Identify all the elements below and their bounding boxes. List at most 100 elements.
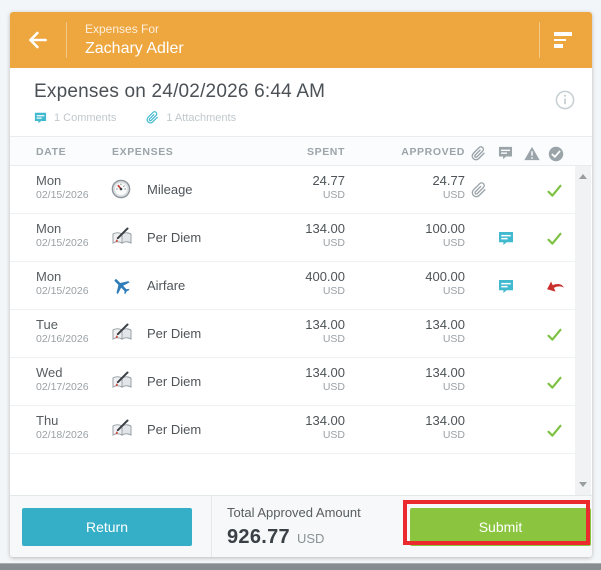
total-approved-amount: 926.77: [227, 525, 290, 548]
spent-amount: 400.00: [305, 269, 345, 284]
row-date-label: 02/15/2026: [36, 237, 89, 250]
row-date: Wed 02/17/2026: [36, 365, 89, 394]
attachments-badge[interactable]: 1 Attachments: [146, 111, 236, 124]
approved-amount: 134.00: [425, 413, 465, 428]
spent-amount: 134.00: [305, 317, 345, 332]
column-header-expenses: EXPENSES: [112, 146, 174, 158]
row-day-label: Tue: [36, 317, 58, 332]
info-icon: [555, 90, 575, 110]
table-body: Mon 02/15/2026 Mileage 24.77 USD 24.77 USD Mon 0…: [10, 166, 592, 495]
row-date-label: 02/17/2026: [36, 381, 89, 394]
column-header-date: DATE: [36, 146, 67, 158]
status-column-icon: [548, 146, 564, 162]
table-row[interactable]: Thu 02/18/2026 Per Diem 134.00 USD 134.00 USD: [10, 406, 575, 454]
spent-cell: 400.00 USD: [305, 269, 345, 298]
row-date-label: 02/16/2026: [36, 333, 89, 346]
spent-amount: 24.77: [312, 173, 345, 188]
comment-slot: [496, 180, 516, 200]
spent-currency: USD: [322, 381, 345, 394]
expense-perdiem-icon: [111, 419, 133, 441]
comment-slot: [496, 324, 516, 344]
row-date: Mon 02/15/2026: [36, 173, 89, 202]
row-date-label: 02/18/2026: [36, 429, 89, 442]
row-date: Mon 02/15/2026: [36, 269, 89, 298]
back-button[interactable]: [10, 12, 66, 68]
page-title: Expenses on 24/02/2026 6:44 AM: [34, 81, 326, 102]
comment-column-icon: [498, 146, 514, 162]
approved-currency: USD: [442, 429, 465, 442]
spent-amount: 134.00: [305, 365, 345, 380]
attachment-slot: [469, 276, 489, 296]
scroll-down-icon[interactable]: [579, 482, 587, 487]
table-row[interactable]: Mon 02/15/2026 Mileage 24.77 USD 24.77 USD: [10, 166, 575, 214]
bottom-window-edge: [0, 563, 601, 570]
comment-slot: [496, 372, 516, 392]
spent-currency: USD: [322, 189, 345, 202]
spent-amount: 134.00: [305, 221, 345, 236]
row-date: Thu 02/18/2026: [36, 413, 89, 442]
table-row[interactable]: Mon 02/15/2026 Per Diem 134.00 USD 100.00 USD: [10, 214, 575, 262]
row-day-label: Thu: [36, 413, 59, 428]
expense-perdiem-icon: [111, 371, 133, 393]
row-date-label: 02/15/2026: [36, 189, 89, 202]
header-subtitle: Expenses For: [85, 22, 160, 37]
status-slot: [544, 180, 564, 200]
expense-type-label: Per Diem: [147, 230, 202, 245]
paperclip-icon: [146, 111, 159, 124]
expense-type-label: Mileage: [147, 182, 193, 197]
attachments-badge-label: 1 Attachments: [166, 111, 237, 124]
approved-check-icon: [546, 326, 563, 343]
submit-button[interactable]: Submit: [410, 508, 591, 546]
table-row[interactable]: Tue 02/16/2026 Per Diem 134.00 USD 134.00 USD: [10, 310, 575, 358]
approved-check-icon: [546, 422, 563, 439]
row-day-label: Mon: [36, 173, 62, 188]
comment-icon[interactable]: [498, 231, 514, 246]
approved-amount: 134.00: [425, 317, 465, 332]
table-row[interactable]: Mon 02/15/2026 Airfare 400.00 USD 400.00 USD: [10, 262, 575, 310]
comment-icon[interactable]: [498, 279, 514, 294]
expense-type-label: Airfare: [147, 278, 186, 293]
comments-badge[interactable]: 1 Comments: [34, 112, 116, 124]
status-slot: [544, 276, 564, 296]
total-approved-label: Total Approved Amount: [227, 505, 361, 520]
total-approved-currency: USD: [296, 530, 325, 546]
spent-currency: USD: [322, 237, 345, 250]
back-arrow-icon: [25, 27, 51, 53]
spent-cell: 134.00 USD: [305, 365, 345, 394]
expense-type-label: Per Diem: [147, 422, 202, 437]
expense-report-card: Expenses For Zachary Adler Expenses on 2…: [10, 12, 592, 557]
employee-name: Zachary Adler: [85, 39, 184, 57]
column-header-spent: SPENT: [306, 146, 345, 158]
expense-perdiem-icon: [111, 323, 133, 345]
row-day-label: Mon: [36, 221, 62, 236]
spent-amount: 134.00: [305, 413, 345, 428]
warning-column-icon: [524, 146, 540, 162]
report-summary: Expenses on 24/02/2026 6:44 AM 1 Comment…: [10, 68, 592, 136]
expense-type-label: Per Diem: [147, 326, 202, 341]
approved-currency: USD: [442, 189, 465, 202]
approved-amount: 134.00: [425, 365, 465, 380]
comments-badge-label: 1 Comments: [54, 111, 117, 124]
approved-cell: 24.77 USD: [432, 173, 465, 202]
approved-currency: USD: [442, 381, 465, 394]
attachment-slot: [469, 372, 489, 392]
sort-filter-icon: [554, 32, 572, 48]
info-button[interactable]: [555, 90, 575, 110]
spent-cell: 134.00 USD: [305, 317, 345, 346]
spent-currency: USD: [322, 333, 345, 346]
expense-gauge-icon: [111, 179, 133, 201]
approved-check-icon: [546, 374, 563, 391]
approved-cell: 134.00 USD: [425, 365, 465, 394]
status-slot: [544, 372, 564, 392]
row-day-label: Mon: [36, 269, 62, 284]
paperclip-icon[interactable]: [471, 182, 487, 198]
spent-cell: 134.00 USD: [305, 413, 345, 442]
returned-arrow-icon: [545, 277, 564, 295]
spent-cell: 24.77 USD: [312, 173, 345, 202]
table-row[interactable]: Wed 02/17/2026 Per Diem 134.00 USD 134.00 USD: [10, 358, 575, 406]
spent-currency: USD: [322, 429, 345, 442]
scrollbar[interactable]: [575, 166, 591, 495]
sort-filter-button[interactable]: [540, 12, 592, 68]
scroll-up-icon[interactable]: [579, 174, 587, 179]
return-button[interactable]: Return: [22, 508, 192, 546]
